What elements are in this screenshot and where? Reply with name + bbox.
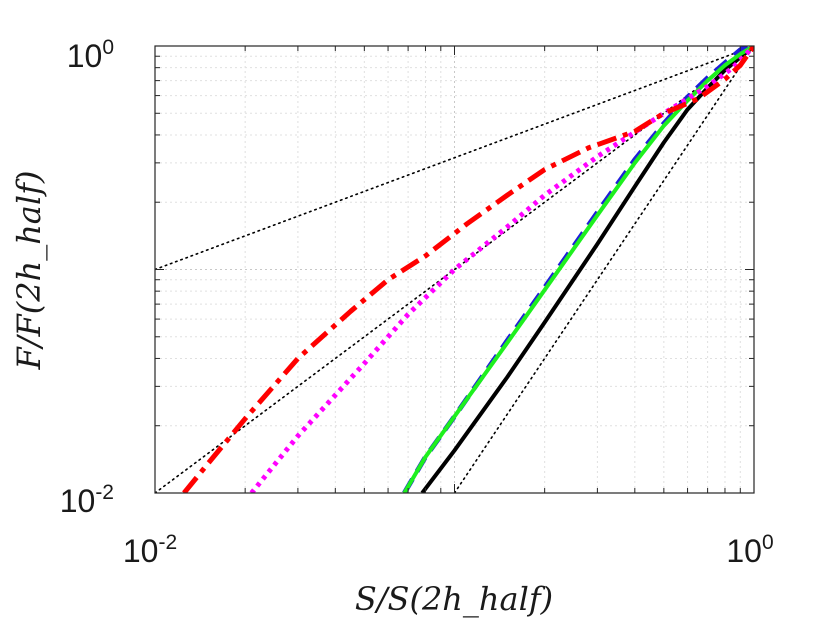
y-axis-title: F/F(2h_half) [10, 171, 48, 371]
y-tick-label-bottom: 10-2 [60, 481, 114, 519]
series-line-green-solid [402, 46, 754, 493]
x-tick-label-left: 10-2 [123, 531, 177, 569]
reference-line-slope-2 [453, 46, 754, 493]
axis-ticks [154, 46, 754, 494]
series-line-black-solid [420, 46, 754, 493]
reference-line-slope-0.5 [155, 46, 754, 271]
series-line-magenta-dotted [249, 46, 754, 493]
x-tick-label-right: 100 [726, 531, 773, 569]
series-group [182, 46, 754, 493]
x-axis-title: S/S(2h_half) [355, 580, 553, 618]
series-line-red-dashdot [182, 46, 754, 493]
y-tick-label-top: 100 [67, 36, 114, 74]
